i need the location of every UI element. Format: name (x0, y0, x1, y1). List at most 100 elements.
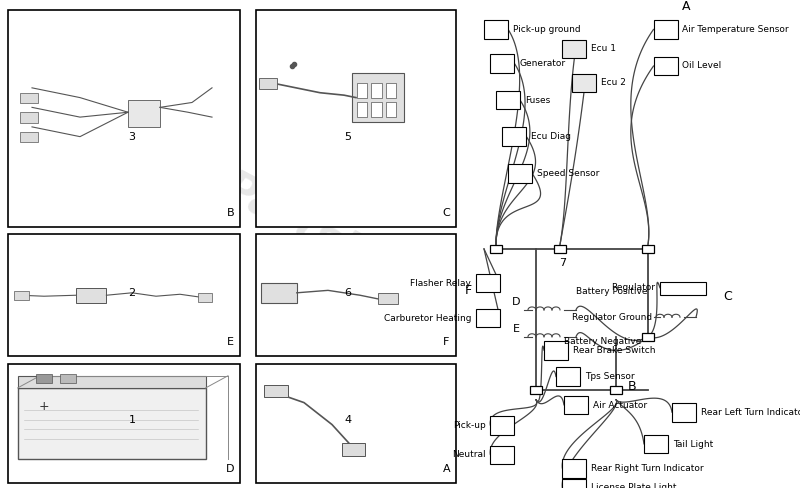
Text: D: D (512, 297, 520, 307)
Text: Oil Level: Oil Level (682, 61, 722, 70)
Text: 5: 5 (345, 132, 351, 142)
FancyBboxPatch shape (508, 164, 532, 183)
Text: E: E (227, 338, 234, 347)
Text: Flasher Relay: Flasher Relay (410, 279, 471, 287)
FancyBboxPatch shape (8, 10, 240, 227)
FancyBboxPatch shape (642, 333, 654, 341)
Text: 1: 1 (129, 415, 135, 425)
FancyBboxPatch shape (128, 100, 160, 127)
Text: Regulator Ground: Regulator Ground (572, 313, 652, 322)
FancyBboxPatch shape (371, 102, 382, 117)
FancyBboxPatch shape (386, 83, 396, 98)
FancyBboxPatch shape (490, 416, 514, 435)
Text: 6: 6 (345, 288, 351, 298)
Text: A: A (682, 0, 690, 13)
FancyBboxPatch shape (610, 386, 622, 394)
Text: 4: 4 (345, 415, 351, 425)
Text: 2: 2 (129, 288, 135, 298)
Text: B: B (226, 208, 234, 218)
Text: Air Actuator: Air Actuator (593, 401, 647, 409)
Text: Pick-up: Pick-up (453, 421, 486, 430)
Text: Fuses: Fuses (525, 96, 550, 104)
FancyBboxPatch shape (554, 245, 566, 253)
FancyBboxPatch shape (8, 234, 240, 356)
FancyBboxPatch shape (8, 364, 240, 483)
Text: F: F (443, 338, 450, 347)
Text: Tail Light: Tail Light (673, 440, 713, 448)
Text: E: E (513, 324, 519, 334)
FancyBboxPatch shape (644, 435, 668, 453)
Text: 3: 3 (129, 132, 135, 142)
Text: +: + (38, 400, 50, 413)
Text: 7: 7 (559, 258, 566, 268)
FancyBboxPatch shape (357, 83, 367, 98)
FancyBboxPatch shape (564, 396, 588, 414)
FancyBboxPatch shape (264, 385, 288, 397)
Text: Generator: Generator (519, 59, 566, 68)
FancyBboxPatch shape (476, 274, 500, 292)
Text: Ecu 1: Ecu 1 (591, 44, 616, 53)
Text: PartsRevü: PartsRevü (214, 166, 458, 322)
FancyBboxPatch shape (572, 74, 596, 92)
FancyBboxPatch shape (496, 91, 520, 109)
Text: Pick-up ground: Pick-up ground (513, 25, 581, 34)
Text: Carburetor Heating: Carburetor Heating (384, 314, 471, 323)
Text: Ecu Diag: Ecu Diag (531, 132, 571, 141)
FancyBboxPatch shape (18, 376, 206, 388)
FancyBboxPatch shape (20, 132, 38, 142)
FancyBboxPatch shape (490, 245, 502, 253)
Text: Air Temperature Sensor: Air Temperature Sensor (682, 25, 789, 34)
Text: Neutral: Neutral (452, 450, 486, 459)
Text: D: D (226, 465, 234, 474)
FancyBboxPatch shape (642, 245, 654, 253)
FancyBboxPatch shape (544, 341, 568, 360)
FancyBboxPatch shape (562, 40, 586, 58)
FancyBboxPatch shape (556, 367, 580, 386)
FancyBboxPatch shape (256, 364, 456, 483)
FancyBboxPatch shape (654, 57, 678, 75)
FancyBboxPatch shape (371, 83, 382, 98)
Text: Rear Brake Switch: Rear Brake Switch (573, 346, 655, 355)
FancyBboxPatch shape (530, 386, 542, 394)
FancyBboxPatch shape (14, 291, 29, 300)
FancyBboxPatch shape (261, 283, 297, 303)
FancyBboxPatch shape (76, 288, 106, 303)
FancyBboxPatch shape (562, 479, 586, 488)
FancyBboxPatch shape (256, 234, 456, 356)
FancyBboxPatch shape (60, 374, 76, 383)
FancyBboxPatch shape (20, 93, 38, 103)
Text: A: A (442, 465, 450, 474)
FancyBboxPatch shape (490, 446, 514, 464)
FancyBboxPatch shape (562, 459, 586, 478)
FancyBboxPatch shape (378, 293, 398, 304)
FancyBboxPatch shape (256, 10, 456, 227)
FancyBboxPatch shape (654, 20, 678, 39)
FancyBboxPatch shape (490, 54, 514, 73)
FancyBboxPatch shape (259, 78, 277, 89)
FancyBboxPatch shape (36, 374, 52, 383)
FancyBboxPatch shape (484, 20, 508, 39)
FancyBboxPatch shape (198, 293, 212, 302)
FancyBboxPatch shape (476, 309, 500, 327)
FancyBboxPatch shape (20, 112, 38, 123)
Text: License Plate Light: License Plate Light (591, 484, 677, 488)
Text: F: F (465, 284, 471, 297)
FancyBboxPatch shape (342, 443, 365, 456)
Text: B: B (628, 381, 636, 393)
Text: Speed Sensor: Speed Sensor (537, 169, 599, 178)
Text: Rear Right Turn Indicator: Rear Right Turn Indicator (591, 464, 704, 473)
FancyBboxPatch shape (672, 403, 696, 422)
Text: C: C (724, 290, 732, 303)
FancyBboxPatch shape (386, 102, 396, 117)
FancyBboxPatch shape (660, 282, 706, 295)
Text: C: C (442, 208, 450, 218)
FancyBboxPatch shape (18, 388, 206, 459)
FancyBboxPatch shape (357, 102, 367, 117)
Text: Regulator: Regulator (611, 284, 655, 292)
Text: Tps Sensor: Tps Sensor (585, 372, 634, 381)
Text: Battery Positive: Battery Positive (576, 287, 647, 296)
FancyBboxPatch shape (502, 127, 526, 146)
Text: Rear Left Turn Indicator: Rear Left Turn Indicator (701, 408, 800, 417)
FancyBboxPatch shape (352, 73, 404, 122)
Text: Ecu 2: Ecu 2 (601, 79, 626, 87)
